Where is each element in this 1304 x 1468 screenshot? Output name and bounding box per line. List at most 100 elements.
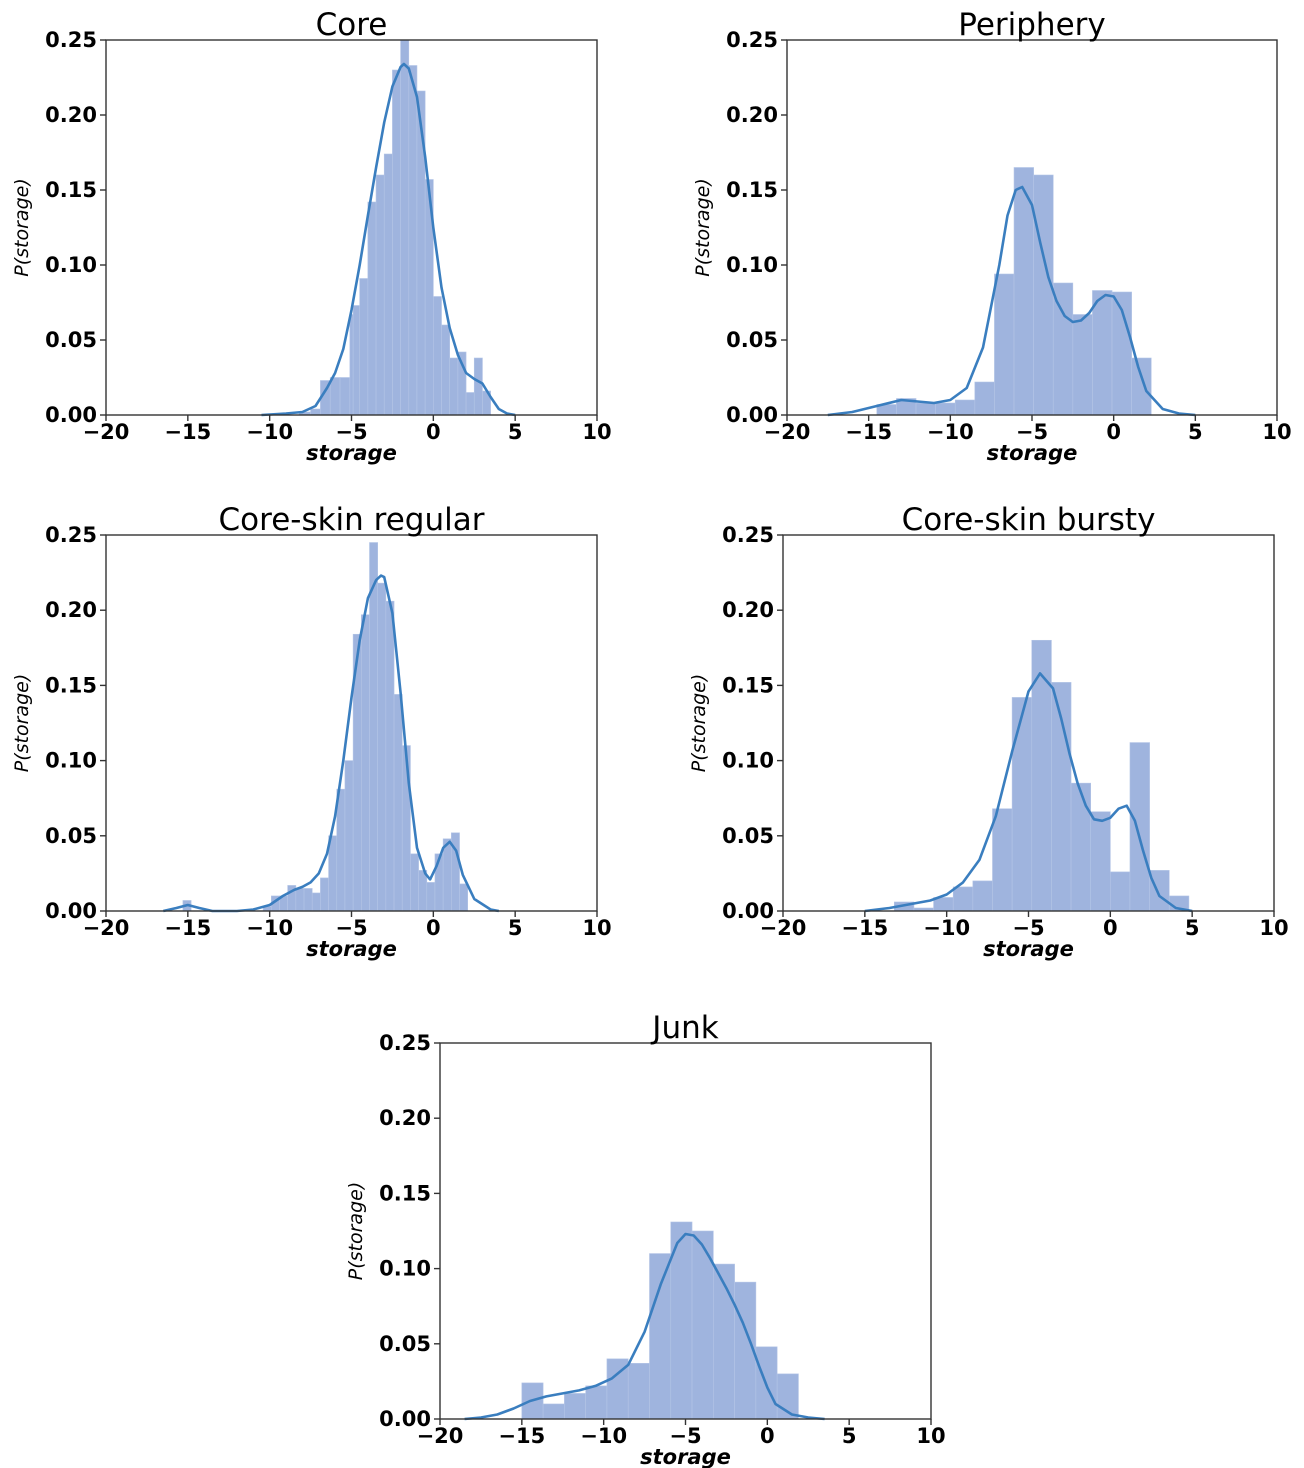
histogram-bar xyxy=(972,880,993,912)
histogram-bar xyxy=(310,408,321,416)
x-tick-label: 10 xyxy=(1262,420,1291,444)
histogram-bar xyxy=(1070,782,1091,912)
chart-title: Core xyxy=(316,7,388,43)
y-tick-label: 0.20 xyxy=(379,1106,431,1130)
x-tick-label: −10 xyxy=(927,420,974,444)
y-tick-label: 0.25 xyxy=(726,28,778,52)
y-tick-label: 0.10 xyxy=(379,1257,431,1281)
x-tick-label: 5 xyxy=(508,420,523,444)
y-axis-label: P(storage) xyxy=(345,1182,367,1280)
x-tick-label: 0 xyxy=(426,916,441,940)
histogram-bar xyxy=(459,883,469,912)
chart-title: Core-skin bursty xyxy=(902,502,1156,538)
histogram-bar xyxy=(935,402,956,416)
y-axis-label: P(storage) xyxy=(688,674,710,772)
histogram-bar xyxy=(1110,871,1131,912)
panel-junk: −20 −15 −10 −5 0 5 10 0.00 0.05 0.10 0.15 0.20 0.25 J… xyxy=(345,1010,946,1468)
histogram-bar xyxy=(349,314,354,416)
x-tick-label: −5 xyxy=(669,1424,701,1448)
y-tick-label: 0.00 xyxy=(726,403,778,427)
x-tick-label: −5 xyxy=(1016,420,1048,444)
x-axis-label: storage xyxy=(983,937,1074,961)
x-tick-label: 5 xyxy=(1188,420,1203,444)
histogram-bar xyxy=(418,870,428,912)
histogram-bar xyxy=(311,892,321,912)
x-axis-label: storage xyxy=(306,441,397,465)
x-axis-label: storage xyxy=(306,937,397,961)
histogram-bar xyxy=(465,392,475,416)
histogram-bar xyxy=(359,278,369,416)
chart-title: Periphery xyxy=(958,7,1106,43)
x-tick-label: −20 xyxy=(417,1424,464,1448)
histogram-bar xyxy=(392,69,401,416)
y-tick-label: 0.15 xyxy=(379,1181,431,1205)
y-tick-label: 0.20 xyxy=(45,598,97,622)
y-tick-label: 0.20 xyxy=(722,598,774,622)
histogram-bar xyxy=(915,402,936,416)
histogram-bar xyxy=(442,838,452,912)
y-tick-label: 0.25 xyxy=(722,523,774,547)
kde-line xyxy=(464,1232,825,1421)
histogram-bar xyxy=(1129,742,1150,912)
y-tick-label: 0.10 xyxy=(722,749,774,773)
histogram-bar xyxy=(375,174,385,416)
histogram-bar xyxy=(1033,174,1054,416)
x-axis-label: storage xyxy=(640,1445,731,1468)
y-tick-label: 0.10 xyxy=(45,253,97,277)
y-tick-label: 0.25 xyxy=(45,523,97,547)
histogram-bar xyxy=(974,381,995,416)
x-tick-label: −10 xyxy=(923,916,970,940)
x-axis-label: storage xyxy=(987,441,1078,465)
panel-core-skin-bursty: −20 −15 −10 −5 0 5 10 0.00 0.05 0.10 0.15 0.20 0.25 C… xyxy=(688,502,1289,961)
x-tick-label: −20 xyxy=(760,916,807,940)
histogram-bar xyxy=(649,1253,672,1420)
panel-core: −20 −15 −10 −5 0 5 10 0.00 0.05 0.10 0.15 0.20 0.25 C… xyxy=(11,7,612,465)
x-tick-label: −10 xyxy=(246,420,293,444)
x-tick-label: 5 xyxy=(508,916,523,940)
histogram-bar xyxy=(585,1385,608,1420)
histogram-bar xyxy=(994,273,1015,416)
y-tick-label: 0.15 xyxy=(45,178,97,202)
histogram-bar xyxy=(401,745,411,912)
histogram-bar xyxy=(303,888,313,912)
y-tick-label: 0.00 xyxy=(45,899,97,923)
x-tick-label: −10 xyxy=(246,916,293,940)
y-tick-label: 0.25 xyxy=(379,1031,431,1055)
histogram-bar xyxy=(295,888,305,912)
x-tick-label: 0 xyxy=(760,1424,775,1448)
y-tick-label: 0.05 xyxy=(379,1332,431,1356)
x-tick-label: −5 xyxy=(1012,916,1044,940)
y-tick-label: 0.15 xyxy=(722,673,774,697)
x-tick-label: 5 xyxy=(842,1424,857,1448)
histogram-bar xyxy=(473,357,483,416)
histogram-bar xyxy=(992,808,1013,912)
x-tick-label: −15 xyxy=(841,916,888,940)
x-tick-label: 10 xyxy=(1259,916,1288,940)
histogram-bar xyxy=(542,1403,565,1420)
histogram-bar xyxy=(329,377,341,416)
y-tick-label: 0.15 xyxy=(726,178,778,202)
y-tick-label: 0.00 xyxy=(379,1407,431,1431)
histogram-bar xyxy=(1072,314,1093,416)
y-tick-label: 0.05 xyxy=(45,824,97,848)
histogram-bar xyxy=(1011,697,1033,912)
x-tick-label: −10 xyxy=(580,1424,627,1448)
histogram-bar xyxy=(400,39,410,416)
histogram-bar xyxy=(377,582,387,912)
panel-periphery: −20 −15 −10 −5 0 5 10 0.00 0.05 0.10 0.15 0.20 0.25 P… xyxy=(692,7,1292,465)
x-tick-label: −15 xyxy=(498,1424,545,1448)
histogram-bar xyxy=(328,835,338,912)
panel-core-skin-regular: −20 −15 −10 −5 0 5 10 0.00 0.05 0.10 0.15 0.20 0.25 C… xyxy=(11,502,612,961)
x-tick-label: 10 xyxy=(582,916,611,940)
x-tick-label: 10 xyxy=(582,420,611,444)
x-tick-label: −15 xyxy=(164,420,211,444)
histogram-bar xyxy=(344,760,354,912)
histogram-bar xyxy=(952,886,974,912)
x-tick-label: −5 xyxy=(335,420,367,444)
histogram-bar xyxy=(352,305,360,416)
histogram-bar xyxy=(441,324,450,416)
histogram-bar xyxy=(1131,357,1152,416)
histogram-bar xyxy=(426,882,436,912)
x-tick-label: 5 xyxy=(1185,916,1200,940)
